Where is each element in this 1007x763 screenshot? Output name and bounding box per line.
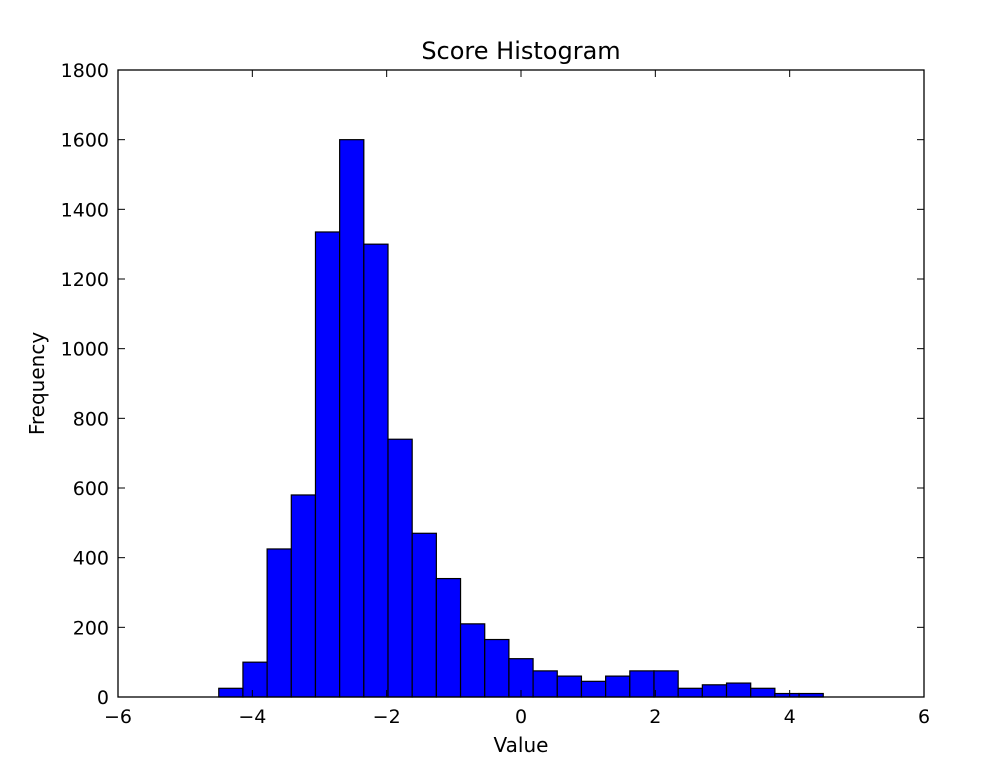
histogram-bar [556,675,583,698]
y-tick-label: 1200 [61,269,109,291]
chart-title: Score Histogram [421,37,620,65]
histogram-bar [701,684,728,698]
histogram-bar [653,670,679,698]
histogram-bar [266,548,292,698]
x-tick-label: −2 [373,706,401,728]
histogram-bar [725,682,752,698]
histogram-bar [314,231,341,698]
x-tick-label: 0 [515,706,527,728]
y-tick-label: 400 [73,548,109,570]
y-tick-label: 1400 [61,199,109,221]
x-tick-label: −4 [238,706,266,728]
y-tick-label: 600 [73,478,109,500]
histogram-bar [363,243,389,698]
y-axis-label: Frequency [25,332,49,435]
y-tick-label: 200 [73,617,109,639]
bars-group [218,139,824,698]
y-tick-label: 800 [73,408,109,430]
histogram-bar [387,438,413,698]
histogram-bar [459,623,486,698]
histogram-bar [629,670,655,698]
histogram-bar [435,577,462,698]
x-tick-label: 6 [918,706,930,728]
histogram-bar [750,687,776,698]
histogram-bar [339,139,365,698]
y-tick-label: 1000 [61,339,109,361]
x-axis-label: Value [494,733,549,757]
x-tick-label: 2 [649,706,661,728]
x-tick-label: 4 [784,706,796,728]
histogram-bar [677,687,703,698]
ticks-group: −6 −4 −2 0 2 4 6 0 200 400 600 800 1000 1200 1400 1600 1… [61,60,930,728]
histogram-bar [580,680,607,698]
histogram-bar [411,532,437,698]
histogram-bar [242,661,268,698]
y-tick-label: 1600 [61,130,109,152]
histogram-bar [218,687,244,698]
y-tick-label: 0 [97,687,109,709]
histogram-bar [484,638,510,698]
y-tick-label: 1800 [61,60,109,82]
histogram-bar [605,675,631,698]
histogram-bar [290,494,317,698]
histogram-bar [532,670,558,698]
x-tick-label: −6 [104,706,132,728]
